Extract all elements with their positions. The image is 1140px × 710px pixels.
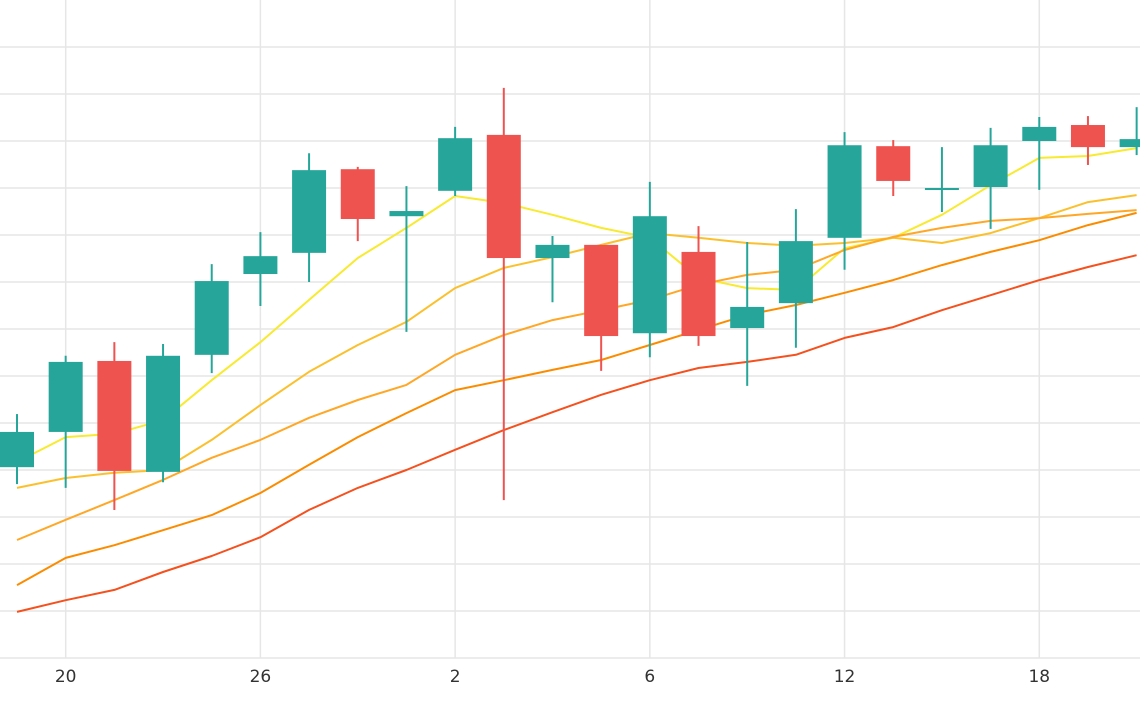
x-tick-label: 2 [450,667,461,687]
moving-average-line [16,194,1137,489]
candle-body [243,256,278,275]
candle-body [146,355,181,472]
x-tick-label: 18 [1028,667,1050,687]
moving-average-line [16,209,1137,541]
candle-body [48,361,83,432]
candle-body [973,145,1008,188]
candle-body [584,244,619,337]
x-tick-label: 6 [644,667,655,687]
candle-body [0,431,34,468]
candle-body [827,145,862,238]
x-tick-label: 20 [55,667,77,687]
candle-body [730,306,765,329]
candle-body [1119,139,1140,148]
moving-average-line [16,211,1137,586]
candle-body [194,281,229,355]
candle-body [389,211,424,217]
grid [0,0,1140,659]
candle-body [340,169,375,220]
candle-body [778,241,813,304]
candle-body [924,188,959,190]
x-tick-label: 26 [250,667,272,687]
candle-body [438,138,473,191]
candle-body [1070,125,1105,148]
candle-body [681,251,716,337]
candle-body [292,170,327,253]
moving-average-line [16,254,1137,613]
candles [0,87,1140,510]
moving-averages [16,147,1137,613]
candle-body [486,134,521,259]
moving-average-line [16,147,1137,463]
x-axis: 20 26 2 6 12 18 [55,667,1050,687]
candle-body [1022,126,1057,141]
candle-body [535,244,570,259]
candle-body [97,360,132,471]
candle-body [632,216,667,334]
candle-body [876,146,911,181]
x-tick-label: 12 [834,667,856,687]
